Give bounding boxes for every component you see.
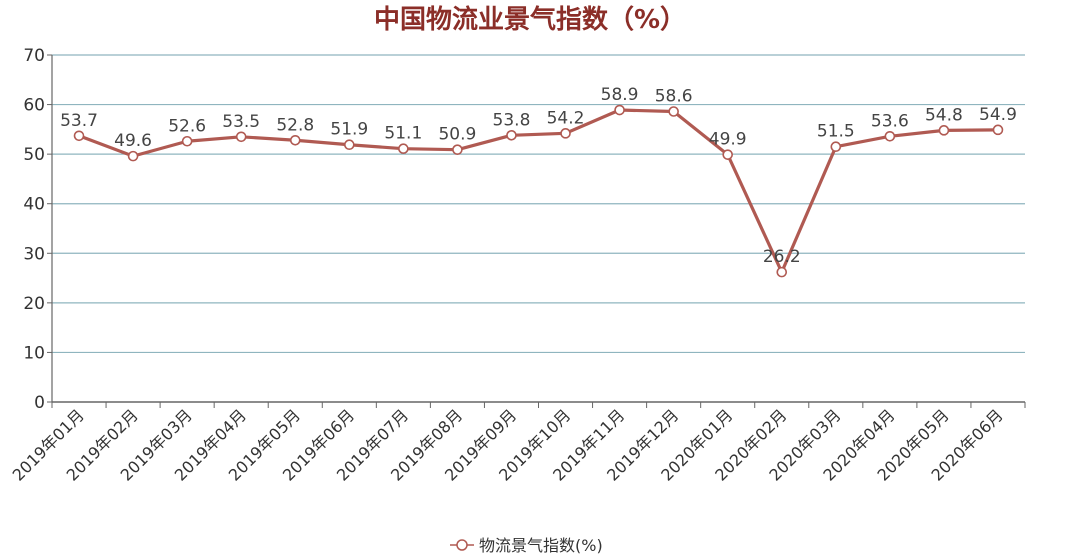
data-point[interactable] bbox=[506, 130, 517, 141]
data-label: 54.9 bbox=[979, 105, 1017, 125]
data-point[interactable] bbox=[235, 131, 247, 143]
y-tick-label: 50 bbox=[23, 145, 45, 165]
data-label: 53.5 bbox=[222, 112, 260, 132]
series-layer bbox=[73, 104, 1004, 278]
y-tick-label: 70 bbox=[23, 46, 45, 66]
data-point[interactable] bbox=[452, 144, 463, 155]
data-point[interactable] bbox=[830, 141, 842, 153]
data-label: 51.1 bbox=[384, 124, 422, 144]
data-point[interactable] bbox=[398, 143, 409, 154]
data-label: 53.6 bbox=[871, 111, 909, 131]
data-label: 49.6 bbox=[114, 131, 152, 151]
data-label: 50.9 bbox=[438, 125, 476, 145]
y-tick-label: 40 bbox=[23, 195, 45, 215]
data-label: 54.2 bbox=[547, 108, 585, 128]
y-tick-label: 60 bbox=[23, 96, 45, 116]
data-point[interactable] bbox=[992, 124, 1004, 136]
data-label: 26.2 bbox=[763, 247, 801, 267]
legend-label[interactable]: 物流景气指数(%) bbox=[479, 536, 603, 555]
data-point[interactable] bbox=[127, 150, 139, 162]
data-point[interactable] bbox=[668, 106, 679, 117]
series-line bbox=[78, 108, 998, 274]
x-tick-labels: 2019年01月2019年02月2019年03月2019年04月2019年05月… bbox=[9, 405, 1007, 484]
data-point[interactable] bbox=[344, 139, 355, 151]
data-label: 52.6 bbox=[168, 116, 206, 136]
y-tick-label: 10 bbox=[23, 343, 45, 363]
data-point[interactable] bbox=[181, 135, 193, 147]
data-label: 58.6 bbox=[655, 87, 693, 107]
chart-title: 中国物流业景气指数（%） bbox=[374, 4, 686, 35]
data-point[interactable] bbox=[614, 104, 625, 116]
data-label: 58.9 bbox=[601, 85, 639, 105]
data-point[interactable] bbox=[560, 128, 571, 139]
data-label: 54.8 bbox=[925, 105, 963, 125]
legend[interactable]: 物流景气指数(%) bbox=[450, 536, 603, 555]
y-tick-label: 0 bbox=[34, 393, 45, 413]
data-point[interactable] bbox=[884, 130, 896, 142]
data-label: 51.9 bbox=[330, 120, 368, 140]
data-label: 52.8 bbox=[276, 115, 314, 135]
data-point[interactable] bbox=[722, 149, 733, 160]
axes bbox=[47, 54, 1026, 408]
data-point[interactable] bbox=[289, 134, 301, 146]
data-point[interactable] bbox=[938, 125, 950, 136]
data-labels: 53.7 49.6 52.6 53.5 52.8 51.9 51.1 50.9 53.8 54.2… bbox=[60, 85, 1017, 267]
data-point[interactable] bbox=[776, 266, 788, 278]
y-tick-labels: 0 10 20 30 40 50 60 70 bbox=[23, 46, 45, 413]
data-label: 53.7 bbox=[60, 111, 98, 131]
legend-marker-icon bbox=[456, 539, 468, 551]
data-label: 53.8 bbox=[493, 110, 531, 130]
grid-lines bbox=[52, 54, 1025, 354]
data-label: 51.5 bbox=[817, 122, 855, 142]
data-label: 49.9 bbox=[709, 130, 747, 150]
data-point[interactable] bbox=[73, 130, 85, 142]
y-tick-label: 20 bbox=[23, 294, 45, 314]
y-tick-label: 30 bbox=[23, 244, 45, 264]
